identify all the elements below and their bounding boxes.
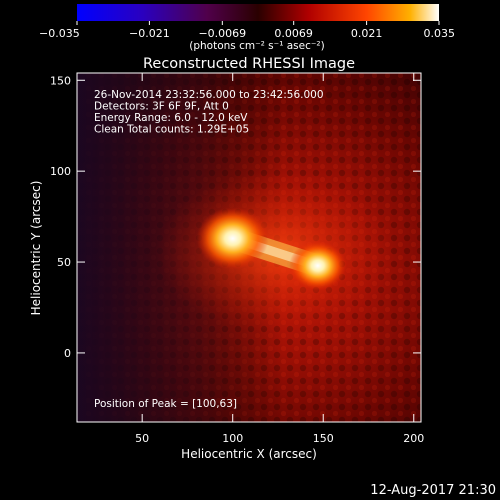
plot-frame (76, 72, 422, 423)
y-tick-label: 100 (50, 165, 71, 178)
colorbar-tick-label: −0.021 (129, 27, 170, 40)
colorbar-tick-label: 0.035 (424, 27, 456, 40)
y-tick-label: 50 (57, 256, 71, 269)
annotation-block: 26-Nov-2014 23:32:56.000 to 23:42:56.000… (94, 89, 324, 136)
x-axis-label: Heliocentric X (arcsec) (181, 447, 317, 461)
emission-source (289, 240, 347, 291)
timestamp: 12-Aug-2017 21:30 (370, 483, 496, 498)
chart-title: Reconstructed RHESSI Image (143, 56, 355, 72)
annotation-line: Detectors: 3F 6F 9F, Att 0 (94, 101, 229, 113)
axis-tick-group: 50 100 150 200 0 50 100 150 (50, 73, 424, 445)
emission-source (196, 207, 269, 270)
colorbar-tick-group: −0.035 −0.021 −0.0069 0.0069 0.021 0.035 (39, 21, 455, 40)
peak-position-label: Position of Peak = [100,63] (94, 398, 237, 410)
heatmap-image (77, 73, 421, 422)
y-tick-label: 0 (64, 347, 71, 360)
colorbar-units-label: (photons cm⁻² s⁻¹ asec⁻²) (189, 40, 324, 52)
colorbar-tick-label: 0.021 (351, 27, 383, 40)
annotation-line: 26-Nov-2014 23:32:56.000 to 23:42:56.000 (94, 89, 324, 101)
x-tick-label: 50 (135, 432, 149, 445)
colorbar (77, 4, 439, 21)
colorbar-tick-label: 0.0069 (274, 27, 313, 40)
colorbar-tick-label: −0.0069 (198, 27, 246, 40)
y-axis-label: Heliocentric Y (arcsec) (29, 181, 43, 316)
y-tick-label: 150 (50, 74, 71, 87)
colorbar-tick-label: −0.035 (39, 27, 80, 40)
x-tick-label: 200 (403, 432, 424, 445)
annotation-line: Clean Total counts: 1.29E+05 (94, 124, 249, 136)
annotation-line: Energy Range: 6.0 - 12.0 keV (94, 112, 248, 124)
x-tick-label: 150 (313, 432, 334, 445)
x-tick-label: 100 (222, 432, 243, 445)
